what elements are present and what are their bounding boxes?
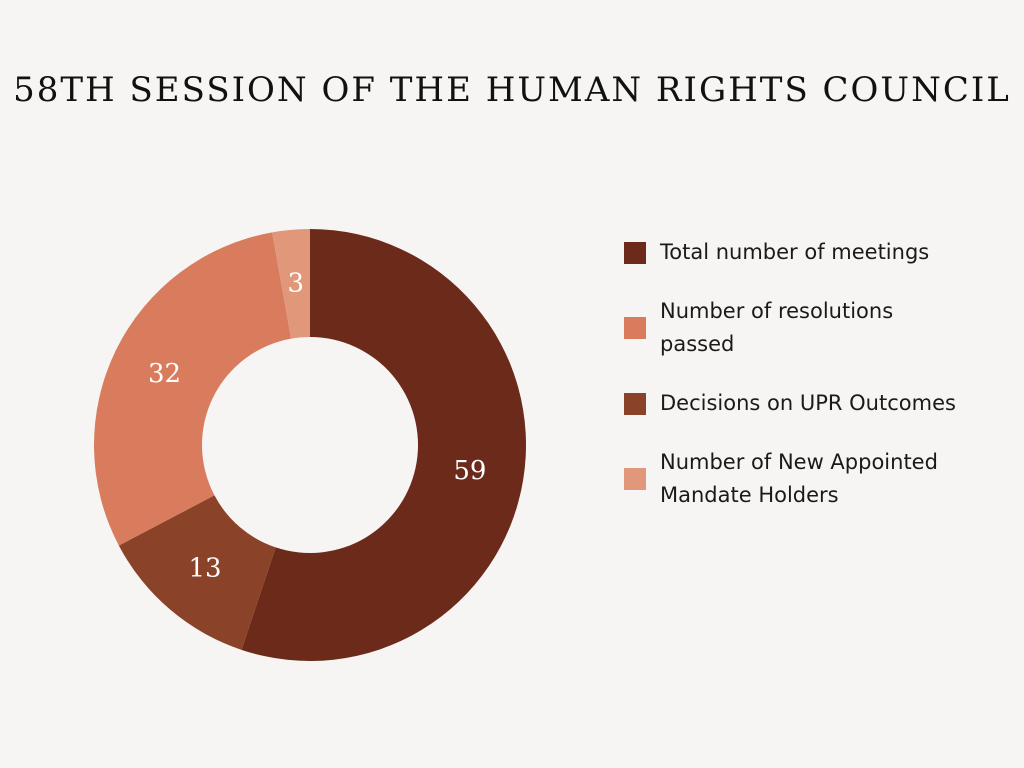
donut-labels: 59 13 32 3 (148, 269, 486, 584)
legend-label: Number of New Appointed Mandate Holders (660, 450, 938, 507)
slice-value-label: 13 (189, 553, 222, 583)
legend-item: Number of New Appointed Mandate Holders (624, 446, 964, 512)
legend-label: Decisions on UPR Outcomes (660, 391, 956, 415)
legend-swatch (624, 392, 646, 415)
legend-item: Number of resolutions passed (624, 295, 964, 361)
slice-value-label: 3 (287, 269, 304, 299)
legend-swatch (624, 468, 646, 490)
legend-swatch (624, 317, 646, 339)
slice-value-label: 59 (453, 456, 486, 486)
legend: Total number of meetings Number of resolu… (624, 236, 964, 512)
slice-value-label: 32 (148, 359, 181, 389)
legend-item: Decisions on UPR Outcomes (624, 387, 964, 420)
donut-slice (241, 229, 526, 661)
legend-item: Total number of meetings (624, 236, 964, 269)
legend-label: Total number of meetings (660, 240, 930, 264)
legend-swatch (624, 241, 646, 264)
legend-label: Number of resolutions passed (660, 299, 894, 356)
chart-title: 58TH SESSION OF THE HUMAN RIGHTS COUNCIL (13, 70, 1011, 110)
donut-slice (93, 232, 292, 546)
donut-slice (118, 495, 276, 650)
donut-slice (272, 229, 310, 339)
donut-slices (93, 229, 526, 661)
